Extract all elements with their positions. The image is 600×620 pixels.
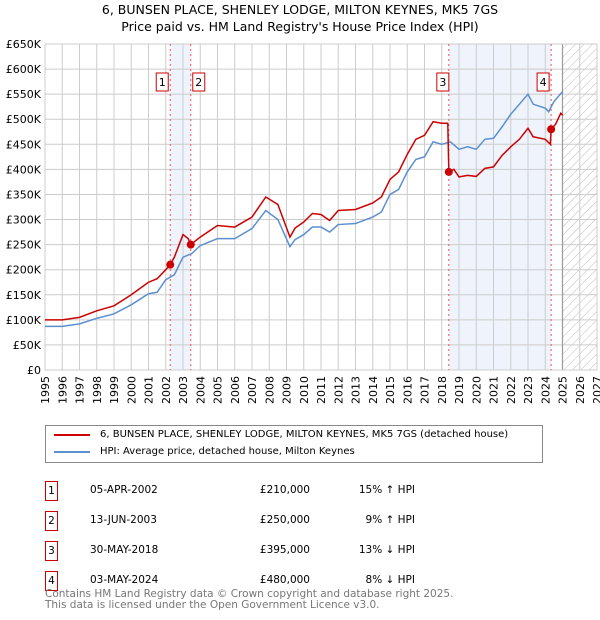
shaded-period [448,44,552,370]
x-tick-label: 2010 [298,376,311,404]
x-tick-label: 2000 [125,376,138,404]
y-tick-label: £50K [13,339,42,352]
transaction-price: £210,000 [259,484,310,496]
x-tick-label: 1999 [108,376,121,404]
transaction-hpi-diff: 15% ↑ HPI [358,484,415,496]
x-tick-label: 1997 [74,376,87,404]
transaction-price: £480,000 [259,574,310,586]
transaction-hpi-diff: 9% ↑ HPI [365,514,415,526]
legend-swatch-property [54,433,90,436]
x-tick-label: 2017 [419,376,432,404]
transaction-row: 3 30-MAY-2018 £395,000 13% ↓ HPI [45,541,445,561]
x-tick-label: 2001 [143,376,156,404]
x-tick-label: 2021 [488,376,501,404]
series-line-hpi [45,91,564,328]
transaction-price: £250,000 [259,514,310,526]
x-tick-label: 2007 [246,376,259,404]
x-tick-label: 2002 [160,376,173,404]
y-tick-label: £150K [6,289,42,302]
x-tick-label: 2012 [332,376,345,404]
x-tick-label: 2015 [384,376,397,404]
transaction-point [444,167,453,176]
x-tick-label: 2027 [591,376,600,404]
transaction-date: 30-MAY-2018 [90,544,159,556]
x-tick-label: 2022 [505,376,518,404]
x-tick-label: 2025 [557,376,570,404]
transaction-row: 2 13-JUN-2003 £250,000 9% ↑ HPI [45,511,445,531]
x-tick-label: 2006 [229,376,242,404]
x-tick-label: 1998 [91,376,104,404]
transaction-hpi-diff: 13% ↓ HPI [358,544,415,556]
transaction-label-box [536,72,550,92]
transaction-label: 3 [439,76,446,89]
legend-label-hpi: HPI: Average price, detached house, Milt… [100,446,355,457]
legend-swatch-hpi [54,450,90,453]
y-tick-label: £300K [6,214,42,227]
transaction-date: 03-MAY-2024 [90,574,159,586]
transaction-label: 1 [159,76,166,89]
x-tick-label: 2013 [350,376,363,404]
x-tick-label: 2026 [574,376,587,404]
transaction-price: £395,000 [259,544,310,556]
transaction-row: 1 05-APR-2002 £210,000 15% ↑ HPI [45,481,445,501]
transaction-number: 4 [45,571,58,591]
x-tick-label: 2011 [315,376,328,404]
footer-licence: This data is licensed under the Open Gov… [45,599,380,611]
x-tick-label: 2024 [539,376,552,404]
x-tick-label: 2014 [367,376,380,404]
x-tick-label: 1995 [39,376,52,404]
y-tick-label: £550K [6,88,42,101]
transaction-point [186,240,195,249]
y-tick-label: £600K [6,63,42,76]
x-tick-label: 2004 [194,376,207,404]
x-tick-label: 2005 [212,376,225,404]
transaction-hpi-diff: 8% ↓ HPI [365,574,415,586]
y-tick-label: £650K [6,38,42,51]
chart-subtitle: Price paid vs. HM Land Registry's House … [121,19,479,34]
transaction-label: 2 [195,76,202,89]
price-chart: £0 £50K £100K £150K £200K £250K £300K £350K £400… [6,38,600,404]
transaction-label-box [436,72,450,92]
x-tick-label: 2008 [263,376,276,404]
transaction-date: 13-JUN-2003 [90,514,157,526]
transaction-number: 2 [45,511,58,531]
y-tick-label: £250K [6,239,42,252]
transaction-date: 05-APR-2002 [90,484,158,496]
y-tick-label: £500K [6,113,42,126]
x-tick-label: 2020 [470,376,483,404]
plot-border [44,43,598,371]
transaction-point [547,125,556,134]
transaction-label-box [155,72,169,92]
transaction-label: 4 [540,76,547,89]
shaded-period [170,44,191,370]
x-tick-label: 2018 [436,376,449,404]
y-tick-label: £0 [27,364,41,377]
x-tick-label: 2019 [453,376,466,404]
chart-title: 6, BUNSEN PLACE, SHENLEY LODGE, MILTON K… [101,2,499,17]
transaction-point [166,260,175,269]
y-tick-label: £350K [6,188,42,201]
transaction-number: 1 [45,481,58,501]
x-tick-label: 2009 [281,376,294,404]
transaction-label-box [192,72,206,92]
transaction-number: 3 [45,541,58,561]
legend: 6, BUNSEN PLACE, SHENLEY LODGE, MILTON K… [45,425,543,463]
x-tick-label: 1996 [56,376,69,404]
y-tick-label: £450K [6,138,42,151]
footer-copyright: Contains HM Land Registry data © Crown c… [45,588,454,600]
x-tick-label: 2016 [401,376,414,404]
transaction-row: 4 03-MAY-2024 £480,000 8% ↓ HPI [45,571,445,591]
x-tick-label: 2003 [177,376,190,404]
footer: Contains HM Land Registry data © Crown c… [45,589,453,611]
y-tick-label: £400K [6,163,42,176]
y-tick-label: £100K [6,314,42,327]
legend-label-property: 6, BUNSEN PLACE, SHENLEY LODGE, MILTON K… [100,429,509,440]
x-tick-label: 2023 [522,376,535,404]
y-tick-label: £200K [6,264,42,277]
